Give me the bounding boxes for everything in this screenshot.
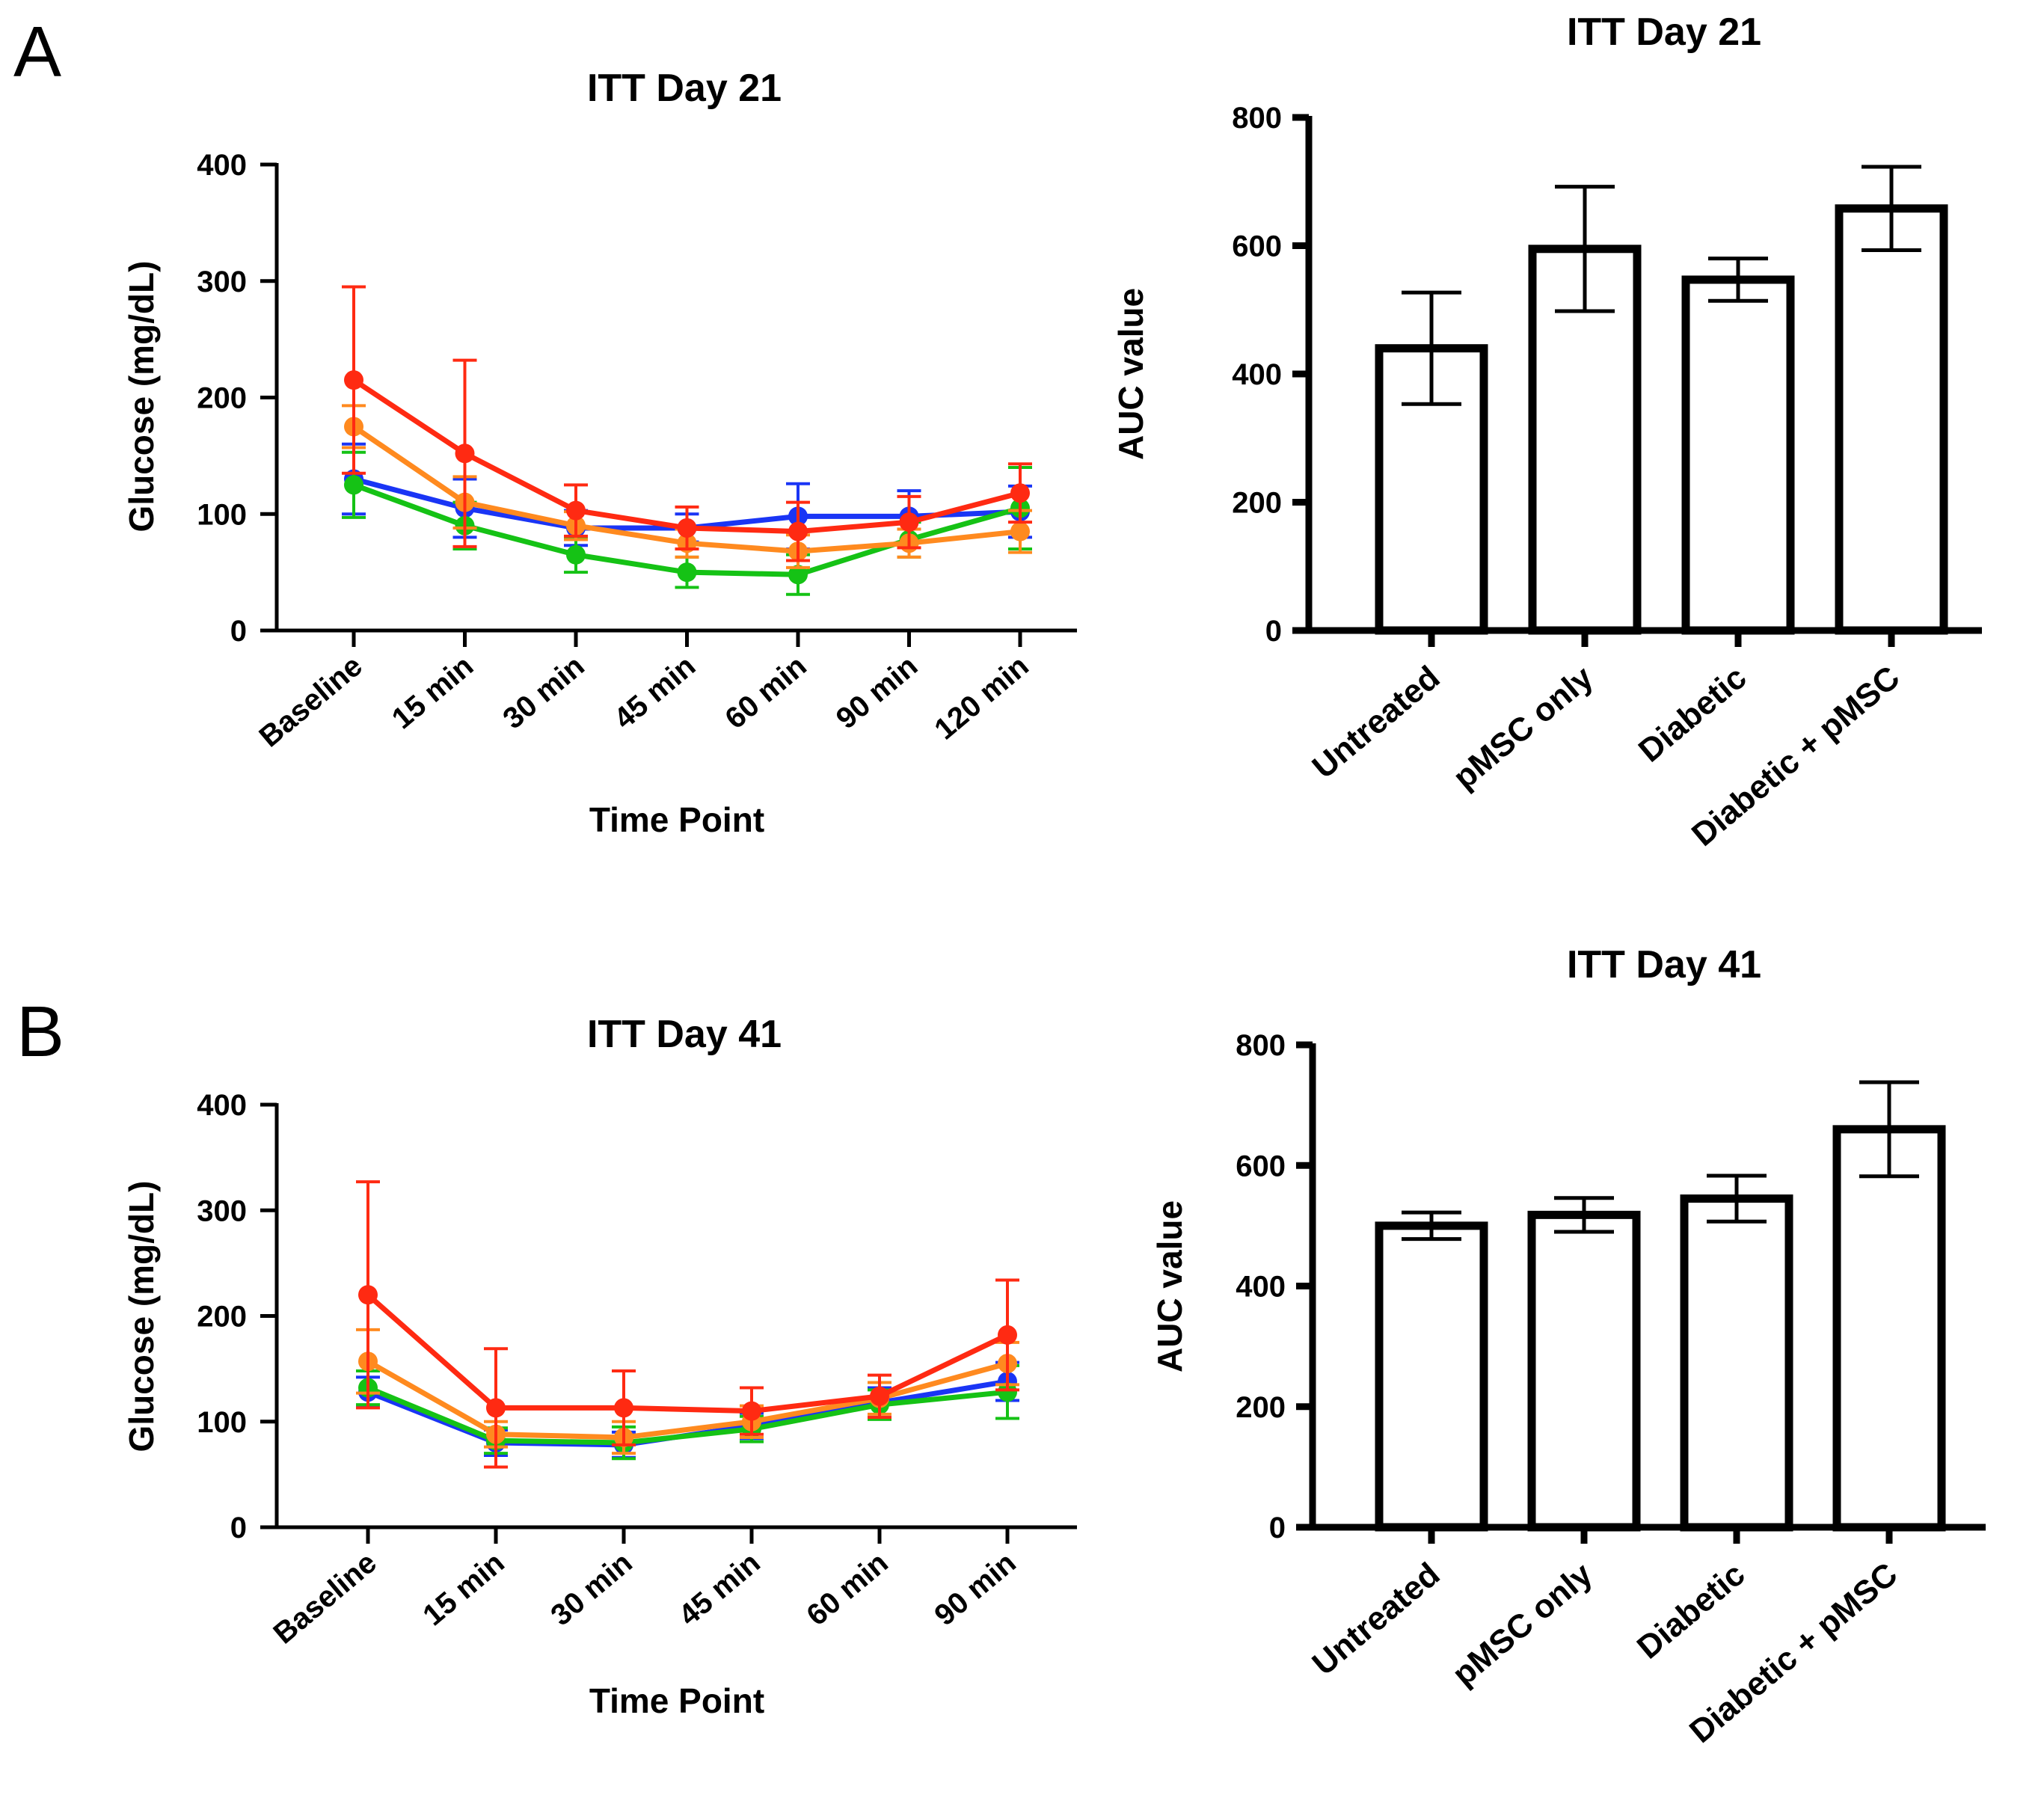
y-tick-label: 200 xyxy=(1232,487,1282,520)
data-point xyxy=(358,1285,378,1305)
panel-letter-b: B xyxy=(16,992,64,1072)
bar xyxy=(1375,1221,1488,1532)
y-tick-label: 0 xyxy=(230,1512,247,1544)
y-axis-label: Glucose (mg/dL) xyxy=(122,261,161,533)
y-tick-label: 300 xyxy=(197,1194,247,1227)
y-axis-label: Glucose (mg/dL) xyxy=(122,1181,161,1452)
y-axis-label: AUC value xyxy=(1150,1200,1189,1372)
data-point xyxy=(677,518,697,538)
chart-title: ITT Day 41 xyxy=(1567,943,1761,987)
bar xyxy=(1681,275,1795,635)
data-point xyxy=(998,1382,1017,1402)
chart-title: ITT Day 41 xyxy=(587,1013,782,1056)
data-point xyxy=(742,1401,761,1421)
y-tick-label: 0 xyxy=(1265,615,1282,648)
series-4 xyxy=(356,1180,1019,1469)
data-point xyxy=(566,544,586,565)
data-point xyxy=(1010,483,1030,503)
bar xyxy=(1832,1125,1946,1532)
data-point xyxy=(486,1398,506,1418)
y-tick-label: 200 xyxy=(197,382,247,415)
data-point xyxy=(788,521,808,541)
panel-letter-a: A xyxy=(13,12,61,92)
series-line xyxy=(366,1385,1008,1446)
data-point xyxy=(1010,521,1030,541)
bar xyxy=(1680,1194,1793,1532)
y-tick-label: 600 xyxy=(1236,1150,1286,1182)
y-tick-label: 200 xyxy=(1236,1391,1286,1424)
series-4 xyxy=(342,285,1032,562)
bar xyxy=(1835,204,1948,635)
data-point xyxy=(614,1398,633,1418)
y-tick-label: 400 xyxy=(197,149,247,182)
y-tick-label: 200 xyxy=(197,1301,247,1334)
y-tick-label: 0 xyxy=(1269,1512,1286,1544)
data-point xyxy=(870,1386,889,1406)
data-point xyxy=(899,512,919,533)
y-tick-label: 100 xyxy=(197,1406,247,1439)
data-point xyxy=(344,475,363,495)
y-tick-label: 100 xyxy=(197,498,247,531)
series-line xyxy=(366,1359,1008,1440)
y-tick-label: 600 xyxy=(1232,230,1282,263)
bar xyxy=(1527,1210,1641,1532)
y-axis-label: AUC value xyxy=(1111,288,1150,460)
y-tick-label: 300 xyxy=(197,266,247,298)
y-tick-label: 800 xyxy=(1232,102,1282,135)
y-tick-label: 0 xyxy=(230,615,247,648)
y-tick-label: 800 xyxy=(1236,1029,1286,1062)
y-tick-label: 400 xyxy=(1236,1271,1286,1304)
data-point xyxy=(566,500,586,521)
data-point xyxy=(677,562,697,583)
data-point xyxy=(998,1325,1017,1345)
data-point xyxy=(455,444,475,464)
chart-title: ITT Day 21 xyxy=(587,67,782,110)
data-point xyxy=(788,565,808,585)
x-axis-label: Time Point xyxy=(589,1681,764,1720)
y-tick-label: 400 xyxy=(197,1089,247,1122)
chart-title: ITT Day 21 xyxy=(1567,10,1761,54)
y-tick-label: 400 xyxy=(1232,358,1282,391)
data-point xyxy=(344,370,363,390)
series-line xyxy=(366,1292,1009,1414)
x-axis-label: Time Point xyxy=(589,800,764,839)
